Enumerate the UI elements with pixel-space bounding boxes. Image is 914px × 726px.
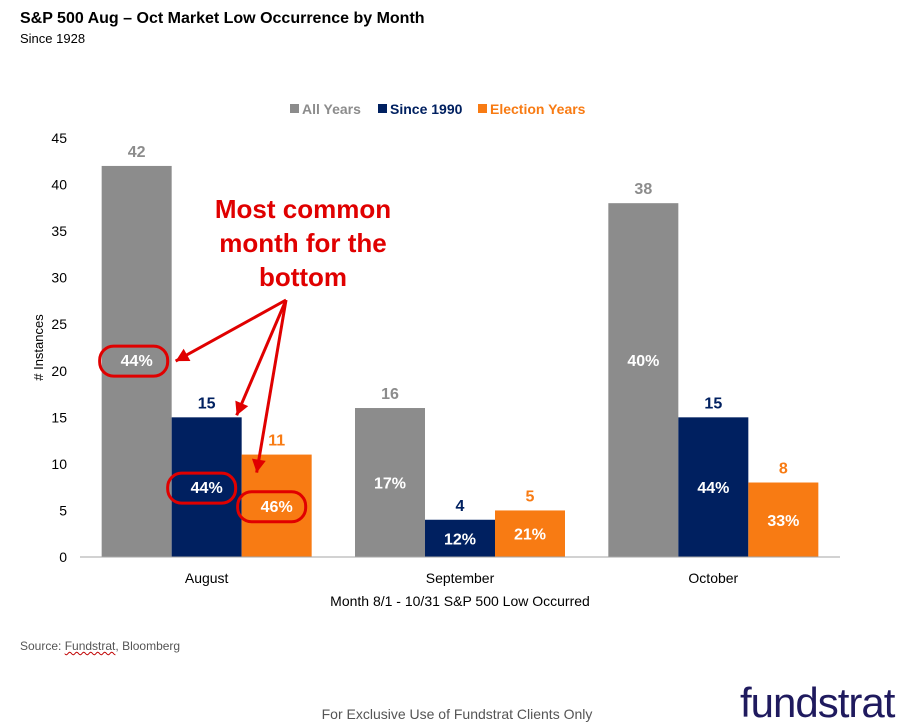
bar-value-label: 38	[634, 181, 652, 198]
x-tick-label: September	[426, 570, 495, 586]
source-fundstrat: Fundstrat	[64, 639, 116, 653]
bar	[608, 203, 679, 557]
bar	[355, 408, 425, 557]
bar	[241, 454, 312, 557]
y-tick-label: 35	[51, 223, 67, 239]
bar-percent-label: 21%	[514, 527, 546, 544]
bar-percent-label: 44%	[121, 353, 153, 370]
bar	[495, 510, 565, 557]
highlight-circle	[98, 344, 170, 378]
legend-swatch	[378, 104, 387, 113]
bar-percent-label: 40%	[627, 353, 659, 370]
legend-swatch	[478, 104, 487, 113]
footer-disclaimer: For Exclusive Use of Fundstrat Clients O…	[321, 706, 593, 722]
legend-label: Election Years	[490, 101, 586, 117]
annotation-arrowhead	[251, 458, 266, 473]
legend-label: Since 1990	[390, 101, 463, 117]
bar-percent-label: 44%	[191, 480, 223, 497]
bar-value-label: 15	[704, 395, 722, 412]
annotation-arrow	[235, 299, 288, 416]
y-tick-label: 30	[51, 270, 67, 286]
x-tick-label: August	[185, 570, 229, 586]
bar-percent-label: 46%	[261, 499, 293, 516]
annotation-arrowhead	[175, 348, 191, 362]
x-axis-label: Month 8/1 - 10/31 S&P 500 Low Occurred	[330, 593, 590, 609]
y-tick-label: 10	[51, 456, 67, 472]
source-prefix: Source:	[20, 639, 65, 653]
bar-value-label: 15	[198, 395, 216, 412]
legend-label: All Years	[302, 101, 361, 117]
source-note: Source: Fundstrat, Bloomberg	[20, 639, 180, 653]
source-suffix: , Bloomberg	[115, 639, 181, 653]
bar-value-label: 8	[779, 461, 788, 478]
bar	[171, 417, 242, 557]
annotation-arrow	[174, 298, 287, 363]
bar-value-label: 4	[456, 498, 465, 515]
chart-title: S&P 500 Aug – Oct Market Low Occurrence …	[20, 10, 425, 27]
annotation-text: month for the	[219, 228, 387, 258]
bar-percent-label: 12%	[444, 531, 476, 548]
y-tick-label: 15	[51, 409, 67, 425]
highlight-circle	[166, 471, 238, 505]
legend-swatch	[290, 104, 299, 113]
y-tick-label: 25	[51, 316, 67, 332]
bar-value-label: 11	[268, 433, 285, 450]
annotation-arrowhead	[235, 400, 249, 416]
y-tick-label: 45	[51, 130, 67, 146]
bar	[748, 482, 819, 557]
x-tick-label: October	[688, 570, 738, 586]
chart-subtitle: Since 1928	[20, 31, 86, 46]
highlight-circle	[236, 490, 308, 524]
bar	[425, 519, 495, 557]
bar	[678, 417, 749, 557]
y-tick-label: 0	[59, 549, 67, 565]
annotation-text: bottom	[259, 262, 347, 292]
y-tick-label: 5	[59, 502, 67, 518]
annotation-text: Most common	[215, 194, 391, 224]
bar-value-label: 42	[128, 144, 146, 161]
y-tick-label: 20	[51, 363, 67, 379]
bar-percent-label: 33%	[767, 513, 799, 530]
bar-value-label: 16	[381, 386, 399, 403]
bar-value-label: 5	[526, 488, 535, 505]
bar	[101, 165, 172, 557]
y-axis-label: # Instances	[31, 314, 46, 381]
annotation-arrow	[255, 299, 288, 473]
y-tick-label: 40	[51, 177, 67, 193]
bar-percent-label: 17%	[374, 476, 406, 493]
bar-percent-label: 44%	[697, 480, 729, 497]
fundstrat-logo: fundstrat	[740, 679, 895, 726]
